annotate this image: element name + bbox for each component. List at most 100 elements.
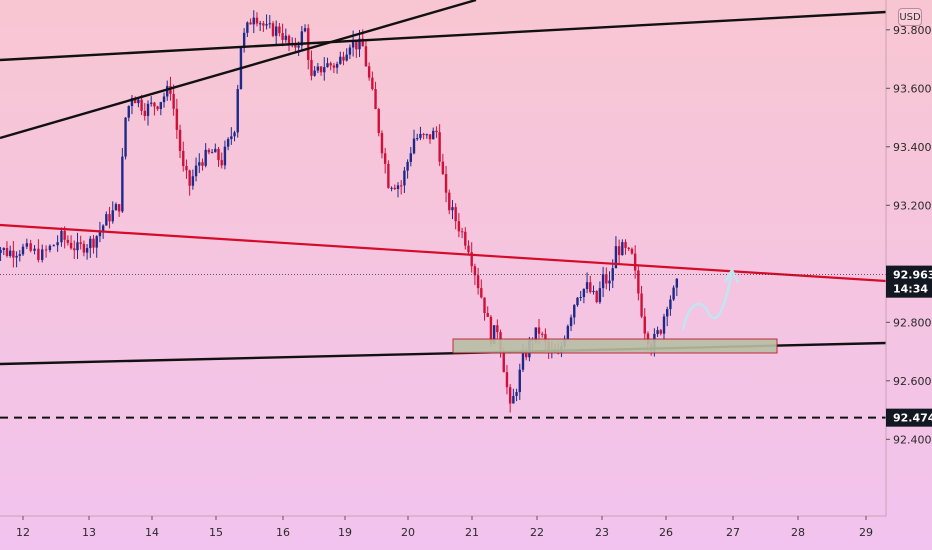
candle-body xyxy=(69,242,73,249)
candle xyxy=(114,202,118,211)
candle-body xyxy=(640,293,643,317)
candle-body xyxy=(508,387,512,404)
candle-body xyxy=(659,330,662,334)
candle-body xyxy=(137,99,140,104)
candle-body xyxy=(432,130,435,140)
candle-body xyxy=(21,246,25,255)
trendline-rising[interactable] xyxy=(0,0,477,140)
candle-body xyxy=(380,132,384,154)
candle-body xyxy=(121,156,124,212)
projection-path[interactable] xyxy=(681,271,734,331)
candle xyxy=(210,149,214,154)
candle xyxy=(589,275,592,294)
time-tick-label: 16 xyxy=(276,526,290,539)
price-tag-label: 92.474 xyxy=(893,412,932,425)
candle xyxy=(412,129,416,155)
candle-body xyxy=(515,392,518,396)
candle xyxy=(82,240,86,257)
candle xyxy=(268,15,271,29)
candle-body xyxy=(60,230,63,243)
candle xyxy=(470,242,473,273)
trendline-upper[interactable] xyxy=(0,10,887,62)
candle-body xyxy=(329,63,332,66)
candle xyxy=(201,158,204,171)
candle-body xyxy=(576,297,579,306)
candle-body xyxy=(265,24,268,26)
candle xyxy=(33,245,36,255)
candle xyxy=(303,24,307,33)
price-tag[interactable]: 92.963 xyxy=(886,265,932,284)
candle xyxy=(287,34,291,52)
candle-body xyxy=(98,230,102,237)
candle-body xyxy=(403,170,406,186)
candle-body xyxy=(41,249,44,261)
price-tag[interactable]: 14:34 xyxy=(886,279,932,298)
candle xyxy=(44,245,48,258)
candle-body xyxy=(585,282,589,289)
candle-body xyxy=(467,245,470,253)
candle xyxy=(236,84,239,138)
time-tick-label: 27 xyxy=(726,526,740,539)
candle-body xyxy=(156,106,159,110)
trendline-red-resistance[interactable] xyxy=(0,223,887,283)
candle xyxy=(432,127,435,140)
candle xyxy=(460,227,464,239)
candle xyxy=(262,20,265,32)
candle xyxy=(390,186,393,192)
candle xyxy=(76,232,79,260)
candle-body xyxy=(274,26,278,36)
candle-body xyxy=(633,253,637,271)
candle-body xyxy=(92,238,95,248)
candle-body xyxy=(146,103,150,116)
candle-body xyxy=(82,243,86,253)
candle-body xyxy=(252,17,255,25)
candle-body xyxy=(48,245,52,251)
price-tick-label: 92.800 xyxy=(893,316,932,329)
time-axis[interactable]: 12 13 14 15 16 19 20 21 22 23 26 27 28 29 xyxy=(0,515,886,539)
candle-body xyxy=(166,86,169,97)
candle-body xyxy=(351,40,355,48)
candle xyxy=(409,147,413,167)
price-axis[interactable]: 92.400 92.600 92.800 93.200 93.400 93.600 93.8… xyxy=(885,0,932,516)
candle-body xyxy=(230,136,233,140)
candle xyxy=(274,20,278,46)
price-tick-label: 93.200 xyxy=(893,199,932,212)
candle-body xyxy=(422,133,425,135)
candle-body xyxy=(383,153,387,164)
candle xyxy=(252,10,255,34)
candle-body xyxy=(444,174,448,193)
candle-body xyxy=(361,38,364,47)
candle-body xyxy=(172,93,175,109)
candle xyxy=(374,81,377,110)
candle-body xyxy=(33,248,36,251)
candle xyxy=(617,239,621,266)
candle xyxy=(214,143,217,153)
candle xyxy=(483,297,486,321)
candle-body xyxy=(489,316,493,344)
candle-body xyxy=(512,395,515,404)
support-zone[interactable] xyxy=(452,338,778,354)
candle xyxy=(425,133,429,139)
candle xyxy=(339,51,342,65)
candle-body xyxy=(464,231,467,246)
candle-body xyxy=(204,149,207,166)
candle-body xyxy=(496,325,499,333)
price-tag-label: 14:34 xyxy=(893,283,928,296)
time-tick-label: 20 xyxy=(401,526,415,539)
candle-body xyxy=(409,153,413,162)
candle-body xyxy=(37,248,40,261)
candle xyxy=(541,331,544,338)
candle-body xyxy=(617,246,621,256)
candle-body xyxy=(480,288,483,298)
currency-label[interactable]: USD xyxy=(898,8,922,26)
projection-arrowhead xyxy=(723,267,740,284)
candle-body xyxy=(124,117,127,157)
price-tag[interactable]: 92.474 xyxy=(886,408,932,427)
candle xyxy=(371,71,374,91)
candle-body xyxy=(85,248,89,253)
candle-body xyxy=(236,89,239,133)
candle xyxy=(515,388,518,402)
candle-body xyxy=(435,130,438,133)
candle xyxy=(332,62,336,74)
